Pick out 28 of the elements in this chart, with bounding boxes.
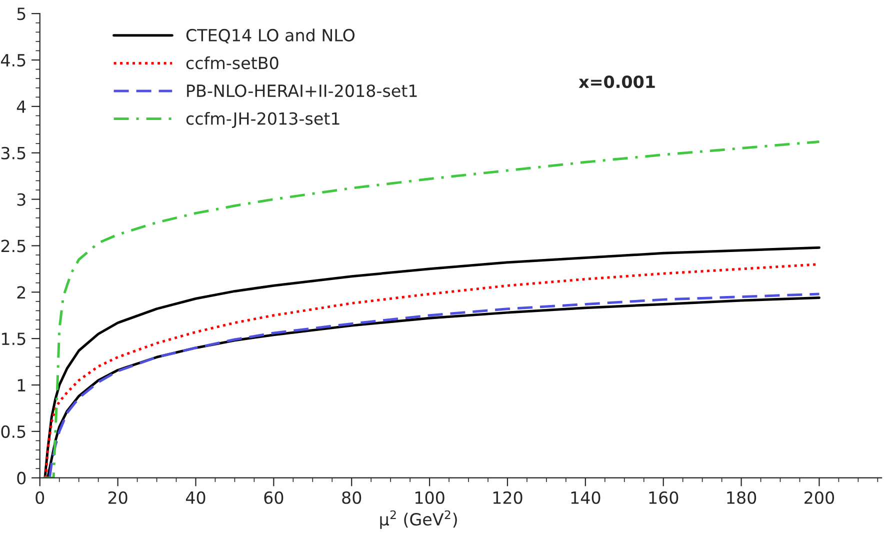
x-tick-label: 60 bbox=[264, 491, 284, 504]
x-tick-label: 100 bbox=[415, 491, 444, 504]
x-axis-title: μ$^{2}$ (GeV$^{2}$) bbox=[380, 510, 457, 529]
y-tick-label: 4 bbox=[16, 100, 26, 113]
y-tick-label: 0.5 bbox=[1, 425, 26, 438]
y-tick-label: 0 bbox=[17, 472, 26, 484]
legend-label: PB-NLO-HERAI+II-2018-set1 bbox=[187, 84, 417, 98]
y-tick-label: 2.5 bbox=[1, 240, 26, 252]
y-tick-label: 2 bbox=[17, 286, 26, 298]
y-tick-label: 1.5 bbox=[2, 332, 26, 346]
x-tick-label: 160 bbox=[649, 491, 678, 504]
x-tick-label: 180 bbox=[727, 491, 756, 504]
legend-label: CTEQ14 LO and NLO bbox=[186, 28, 355, 44]
y-tick-label: 3.5 bbox=[1, 146, 26, 160]
x-tick-label: 0 bbox=[36, 491, 44, 504]
annotation: x=0.001 bbox=[578, 75, 655, 88]
y-tick-label: 5 bbox=[17, 8, 26, 20]
legend-label: ccfm-setB0 bbox=[186, 56, 278, 70]
x-tick-label: 120 bbox=[493, 491, 522, 504]
x-tick-label: 20 bbox=[108, 491, 128, 504]
y-tick-label: 3 bbox=[17, 193, 26, 206]
y-tick-label: 1 bbox=[18, 379, 26, 392]
y-tick-label: 4.5 bbox=[0, 54, 26, 67]
x-tick-label: 200 bbox=[804, 491, 834, 504]
x-tick-label: 140 bbox=[571, 491, 600, 504]
x-tick-label: 40 bbox=[186, 491, 206, 504]
x-tick-label: 80 bbox=[342, 491, 362, 504]
legend-label: ccfm-JH-2013-set1 bbox=[186, 112, 340, 128]
